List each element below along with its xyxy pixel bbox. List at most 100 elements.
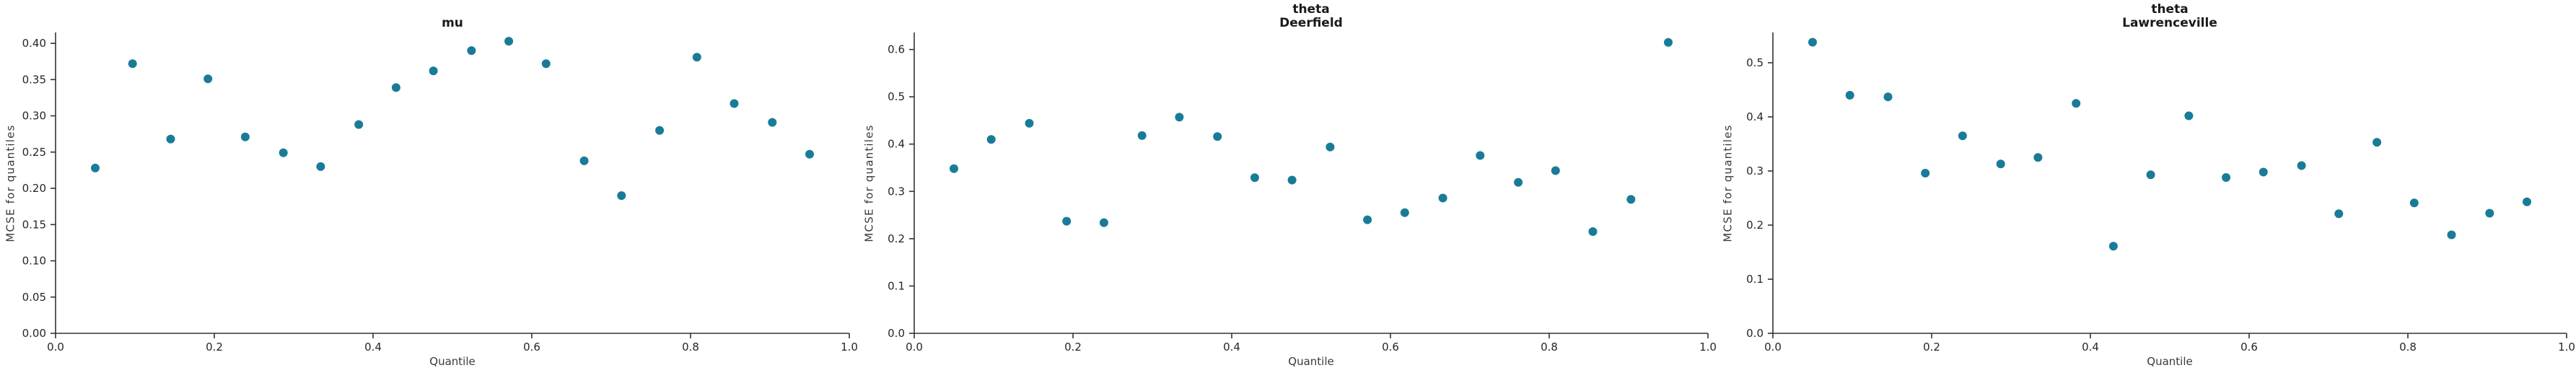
x-tick-label: 1.0 xyxy=(841,341,858,354)
y-tick-label: 0.0 xyxy=(1746,327,1764,340)
x-axis-label: Quantile xyxy=(1288,355,1334,368)
data-point xyxy=(541,59,551,69)
x-tick-label: 0.4 xyxy=(2082,341,2099,354)
x-tick-label: 1.0 xyxy=(1699,341,1717,354)
data-point xyxy=(1845,91,1854,100)
y-tick-label: 0.4 xyxy=(888,138,905,151)
data-point xyxy=(805,149,814,159)
data-point xyxy=(1438,193,1447,203)
data-point xyxy=(1137,131,1147,140)
data-point xyxy=(1363,215,1372,224)
data-point xyxy=(2373,138,2382,147)
data-point xyxy=(354,120,364,129)
data-point xyxy=(579,156,589,165)
chart-title-block: theta Lawrenceville xyxy=(1773,1,2567,30)
data-point xyxy=(2259,167,2268,177)
subplot-theta-deerfield: theta Deerfield MCSE for quantiles 0.0 0.… xyxy=(859,0,1717,373)
data-point xyxy=(1588,227,1598,236)
data-point xyxy=(504,37,514,46)
data-point xyxy=(950,164,958,173)
y-tick-label: 0.10 xyxy=(22,255,46,268)
data-point xyxy=(1514,177,1523,187)
x-tick-label: 0.2 xyxy=(1923,341,1940,354)
y-tick-label: 0.25 xyxy=(22,146,46,159)
data-point xyxy=(1996,159,2005,169)
data-point xyxy=(1099,218,1108,227)
data-point xyxy=(1626,195,1636,204)
plot-area: 0.0 0.1 0.2 0.3 0.4 0.5 0.0 0.2 0.4 0.6 0.8 1.0 xyxy=(1746,32,2575,354)
chart-title-block: theta Deerfield xyxy=(914,1,1708,30)
plot-area: 0.00 0.05 0.10 0.15 0.20 0.25 0.30 0.35 0.40 0.0 0… xyxy=(22,32,858,354)
data-point xyxy=(2297,161,2306,170)
data-point xyxy=(240,132,250,141)
data-point xyxy=(1062,216,1072,226)
data-point xyxy=(203,74,213,84)
x-tick-label: 0.8 xyxy=(2399,341,2417,354)
data-point xyxy=(1664,38,1673,47)
data-point xyxy=(768,118,777,127)
data-point xyxy=(467,46,476,56)
y-tick-label: 0.4 xyxy=(1746,110,1764,123)
x-tick-label: 0.4 xyxy=(1223,341,1240,354)
data-point xyxy=(1213,132,1222,141)
y-tick-label: 0.2 xyxy=(888,232,905,245)
data-point xyxy=(279,148,288,157)
data-point xyxy=(2523,197,2531,206)
y-tick-label: 0.3 xyxy=(888,185,905,198)
subplot-mu: mu MCSE for quantiles 0.00 0.05 0.10 0.15 0.… xyxy=(0,0,859,373)
y-tick-label: 0.2 xyxy=(1746,219,1764,232)
x-tick-label: 0.8 xyxy=(682,341,699,354)
x-tick-label: 0.6 xyxy=(523,341,540,354)
data-point xyxy=(1551,166,1560,175)
y-tick-label: 0.15 xyxy=(22,218,46,231)
y-tick-label: 0.5 xyxy=(888,90,905,103)
x-tick-label: 0.6 xyxy=(1382,341,1399,354)
x-tick-label: 0.2 xyxy=(206,341,223,354)
data-point xyxy=(1808,38,1817,47)
data-point xyxy=(2146,170,2155,180)
data-point xyxy=(91,163,100,172)
data-point xyxy=(2334,209,2344,219)
y-tick-label: 0.05 xyxy=(22,291,46,304)
chart-subtitle: Deerfield xyxy=(1279,16,1343,30)
subplot-theta-lawrenceville: theta Lawrenceville MCSE for quantiles 0… xyxy=(1717,0,2576,373)
y-tick-label: 0.3 xyxy=(1746,164,1764,177)
data-point xyxy=(617,191,626,201)
data-point xyxy=(2033,153,2043,162)
y-tick-label: 0.35 xyxy=(22,73,46,86)
x-tick-label: 0.0 xyxy=(1764,341,1782,354)
data-point xyxy=(2485,209,2494,218)
data-point xyxy=(1921,169,1930,177)
x-axis-label: Quantile xyxy=(429,355,476,368)
x-tick-label: 0.6 xyxy=(2240,341,2258,354)
chart-title: theta xyxy=(1292,2,1330,17)
y-tick-label: 0.40 xyxy=(22,37,46,50)
x-tick-label: 0.4 xyxy=(364,341,382,354)
x-tick-label: 1.0 xyxy=(2558,341,2575,354)
data-point xyxy=(166,134,175,144)
data-point xyxy=(655,126,665,135)
x-tick-label: 0.0 xyxy=(47,341,64,354)
data-point xyxy=(2409,198,2419,208)
data-point xyxy=(2184,111,2194,120)
data-point xyxy=(1175,113,1184,122)
x-tick-label: 0.8 xyxy=(1541,341,1558,354)
x-tick-label: 0.2 xyxy=(1064,341,1082,354)
y-tick-label: 0.30 xyxy=(22,110,46,123)
y-tick-label: 0.20 xyxy=(22,182,46,195)
data-point xyxy=(2447,230,2456,240)
y-tick-label: 0.5 xyxy=(1746,56,1764,69)
data-point xyxy=(128,59,137,69)
data-point xyxy=(2222,173,2231,182)
data-point xyxy=(1958,131,1967,141)
chart-title-block: mu xyxy=(56,1,849,30)
data-point xyxy=(1025,118,1034,128)
x-axis-label: Quantile xyxy=(2147,355,2193,368)
data-point xyxy=(986,135,996,144)
data-point xyxy=(1883,92,1893,102)
plot-area: 0.0 0.1 0.2 0.3 0.4 0.5 0.6 0.0 0.2 0.4 0.6 0.8 1.0 xyxy=(888,32,1717,354)
y-tick-label: 0.1 xyxy=(888,279,905,292)
data-point xyxy=(2108,242,2118,251)
data-point xyxy=(429,66,438,76)
